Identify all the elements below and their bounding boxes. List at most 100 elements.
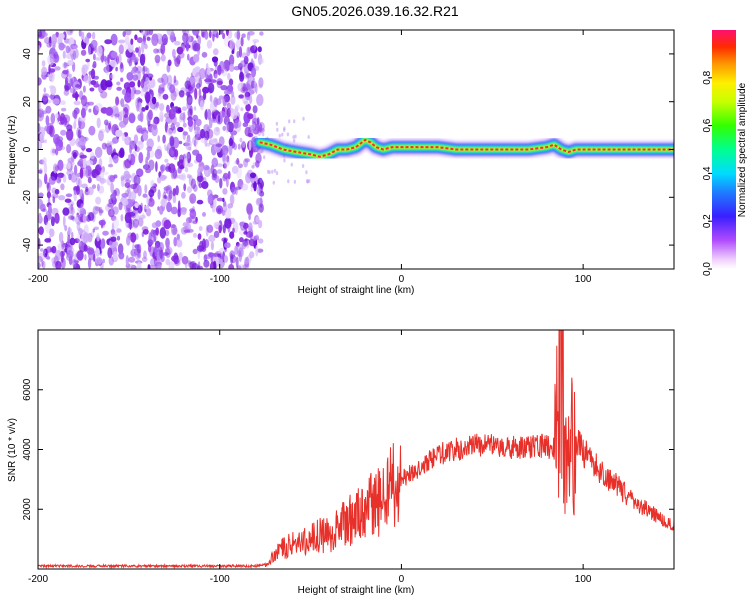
noise-blob <box>87 101 94 106</box>
noise-speck <box>276 127 279 132</box>
noise-blob <box>245 172 252 184</box>
noise-blob <box>85 160 94 166</box>
noise-blob <box>107 247 113 259</box>
snr-x-tick-label: -200 <box>28 574 48 585</box>
noise-blob <box>95 247 100 257</box>
noise-blob <box>211 157 219 168</box>
noise-blob <box>112 206 119 215</box>
noise-blob <box>187 260 192 265</box>
noise-blob <box>194 72 202 84</box>
noise-blob <box>116 228 122 233</box>
noise-blob <box>45 105 52 114</box>
noise-blob <box>228 78 234 86</box>
noise-blob <box>221 98 226 103</box>
noise-blob <box>87 212 95 221</box>
noise-blob <box>54 188 60 195</box>
noise-blob <box>248 74 254 85</box>
noise-blob <box>178 90 185 98</box>
noise-blob <box>192 136 199 146</box>
noise-blob <box>250 45 258 54</box>
noise-blob <box>91 169 96 179</box>
noise-blob <box>145 105 149 111</box>
noise-blob <box>182 32 189 43</box>
noise-blob <box>223 116 230 126</box>
noise-blob <box>161 87 165 92</box>
noise-blob <box>227 223 231 233</box>
spectrogram-x-tick-label: 0 <box>399 274 405 285</box>
noise-blob <box>132 218 140 228</box>
noise-blob <box>248 222 253 233</box>
noise-blob <box>141 256 148 263</box>
noise-blob <box>62 215 66 227</box>
noise-blob <box>70 43 78 50</box>
noise-blob <box>55 249 62 261</box>
noise-blob <box>83 75 91 84</box>
noise-blob <box>169 224 176 229</box>
noise-blob <box>202 212 206 217</box>
noise-blob <box>229 194 235 205</box>
noise-blob <box>50 113 56 124</box>
noise-blob <box>95 103 103 112</box>
noise-blob <box>63 117 68 126</box>
noise-blob <box>224 163 228 170</box>
noise-blob <box>247 113 254 120</box>
noise-blob <box>190 178 196 189</box>
noise-blob <box>131 66 136 72</box>
noise-blob <box>182 130 186 141</box>
snr-y-ticks: 2000 4000 6000 <box>22 378 674 520</box>
noise-blob <box>129 264 135 269</box>
noise-blob <box>75 84 81 88</box>
noise-blob <box>172 48 176 58</box>
noise-speck <box>302 116 305 121</box>
noise-blob <box>61 70 69 79</box>
noise-blob <box>58 231 64 244</box>
noise-blob <box>123 82 131 91</box>
noise-blob <box>78 240 82 247</box>
noise-blob <box>85 148 93 153</box>
noise-blob <box>38 30 43 38</box>
noise-blob <box>117 243 124 255</box>
noise-blob <box>124 158 132 169</box>
noise-blob <box>154 244 157 257</box>
noise-blob <box>151 33 159 41</box>
noise-blob <box>51 257 57 264</box>
noise-blob <box>217 208 222 213</box>
noise-blob <box>152 118 158 130</box>
noise-blob <box>81 64 87 77</box>
noise-blob <box>157 206 160 211</box>
noise-blob <box>78 158 85 167</box>
noise-blob <box>63 248 68 253</box>
noise-blob <box>43 32 48 37</box>
noise-blob <box>195 125 201 132</box>
noise-blob <box>194 126 201 139</box>
noise-blob <box>100 91 108 99</box>
noise-blob <box>161 80 166 87</box>
noise-blob <box>159 246 163 259</box>
noise-blob <box>170 206 178 215</box>
noise-blob <box>57 172 65 178</box>
noise-blob <box>139 214 147 219</box>
noise-blob <box>98 158 103 168</box>
noise-blob <box>129 140 136 150</box>
noise-blob <box>200 137 208 144</box>
noise-speck <box>272 180 275 185</box>
noise-blob <box>65 76 69 87</box>
spectrogram-signal-track <box>250 130 674 166</box>
noise-blob <box>46 214 53 220</box>
noise-blob <box>91 31 96 40</box>
noise-blob <box>66 144 72 154</box>
noise-blob <box>38 238 41 250</box>
spectrogram-x-ticks: -200 -100 0 100 <box>28 30 592 285</box>
noise-blob <box>46 191 52 199</box>
noise-blob <box>67 59 74 66</box>
noise-blob <box>110 236 117 242</box>
noise-blob <box>140 88 144 97</box>
noise-blob <box>201 51 208 58</box>
noise-blob <box>217 114 221 123</box>
noise-blob <box>38 226 44 236</box>
snr-y-tick-label: 4000 <box>22 438 33 461</box>
noise-blob <box>257 46 262 53</box>
noise-blob <box>257 121 265 132</box>
noise-blob <box>75 91 78 102</box>
